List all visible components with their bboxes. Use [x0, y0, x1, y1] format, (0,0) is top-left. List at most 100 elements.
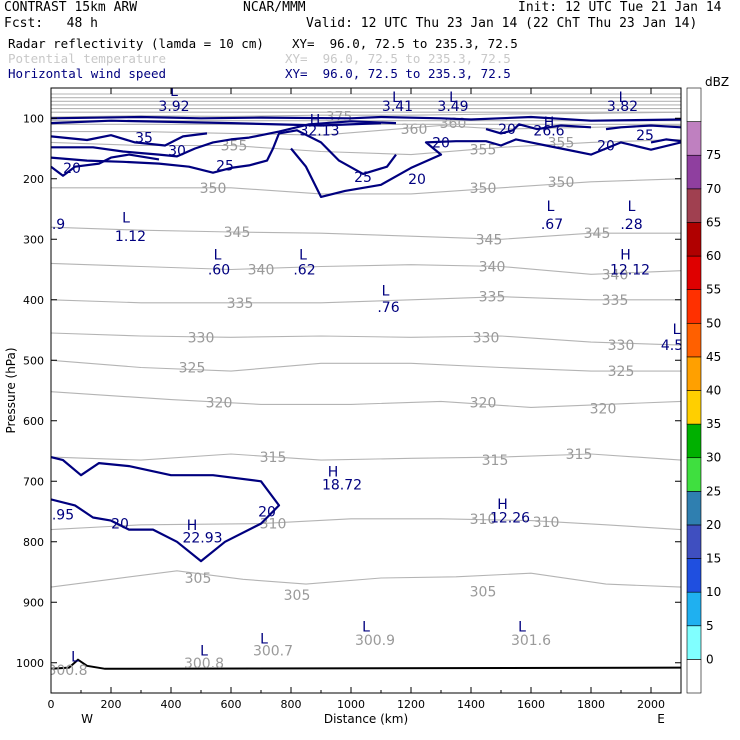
- extremum-label: 300.9: [355, 633, 395, 649]
- x-tick-label: 800: [281, 698, 302, 711]
- theta-contour-label: 330: [608, 338, 635, 354]
- colorbar-label: 40: [706, 384, 721, 398]
- extremum-label: .76: [377, 300, 399, 316]
- extremum-label: L: [547, 199, 555, 215]
- theta-contour: [51, 111, 681, 118]
- colorbar-swatch: [686, 423, 702, 459]
- colorbar-swatch: [686, 188, 702, 223]
- theta-contour-label: 310: [533, 515, 560, 531]
- extremum-label: 300.8: [184, 656, 224, 672]
- wind-contour-label: 25: [636, 128, 654, 144]
- y-tick-label: 900: [23, 596, 44, 609]
- colorbar-swatch: [686, 659, 702, 694]
- x-axis-label: Distance (km): [324, 712, 408, 726]
- y-tick-label: 200: [23, 173, 44, 186]
- terrain-line: [50, 658, 682, 670]
- extremum-label: .62: [293, 263, 315, 279]
- extremum-label: 3.82: [607, 99, 638, 115]
- colorbar-label: 60: [706, 249, 721, 263]
- theta-contour: [51, 570, 681, 588]
- wind-contour: [51, 456, 281, 563]
- x-tick-label: 1200: [397, 698, 425, 711]
- wind-contour-label: 25: [216, 158, 234, 174]
- wind-contour: [51, 119, 382, 127]
- y-tick-label: 1000: [16, 657, 44, 670]
- colorbar-label: 15: [706, 552, 721, 566]
- theta-contour-label: 355: [221, 138, 248, 154]
- theta-contour-label: 350: [470, 181, 497, 197]
- colorbar-label: 20: [706, 518, 721, 532]
- colorbar-label: 25: [706, 484, 721, 498]
- theta-contour-label: 325: [608, 364, 635, 380]
- theta-contour-label: 335: [479, 290, 506, 306]
- theta-contour-label: 355: [470, 143, 497, 159]
- field-reflectivity-name: Radar reflectivity (lamda = 10 cm): [8, 36, 264, 51]
- center-name: NCAR/MMM: [243, 0, 306, 15]
- colorbar-swatch: [686, 255, 702, 290]
- wind-contour: [51, 153, 160, 177]
- theta-contour: [51, 391, 681, 408]
- extremum-label: L: [260, 632, 268, 648]
- theta-contour-label: 330: [473, 330, 500, 346]
- wind-contour-label: 20: [111, 517, 129, 533]
- extremum-label: L: [392, 90, 400, 106]
- y-tick-label: 300: [23, 233, 44, 246]
- extremum-label: .28: [620, 217, 642, 233]
- extremum-label: L: [449, 90, 457, 106]
- wind-contour-label: 20: [258, 505, 276, 521]
- extremum-label: 32.13: [299, 123, 339, 139]
- theta-contour-label: 305: [470, 584, 497, 600]
- theta-contour-label: 320: [470, 396, 497, 412]
- extremum-label: L: [673, 322, 681, 338]
- wind-contour: [51, 132, 208, 147]
- theta-contour-label: 305: [284, 588, 311, 604]
- extremum-label: L: [299, 247, 307, 263]
- colorbar-label: 55: [706, 283, 721, 297]
- theta-contour-label: 360: [401, 122, 428, 138]
- wind-contour: [51, 129, 397, 175]
- theta-contour: [51, 296, 681, 304]
- x-tick-label: 600: [221, 698, 242, 711]
- colorbar-swatch: [686, 625, 702, 660]
- colorbar-swatch: [686, 591, 702, 627]
- wind-contour: [485, 123, 592, 135]
- colorbar-label: 30: [706, 451, 721, 465]
- extremum-label: 12.26: [490, 511, 530, 527]
- extremum-label: H: [497, 497, 508, 513]
- extremum-label: L: [200, 644, 208, 660]
- colorbar-label: 45: [706, 350, 721, 364]
- theta-contour: [51, 226, 681, 240]
- extremum-label: L: [214, 247, 222, 263]
- theta-contour-label: 345: [476, 232, 503, 248]
- extremum-label: L: [170, 84, 178, 100]
- extremum-label: H: [544, 115, 555, 131]
- theta-contour-label: 340: [248, 263, 275, 279]
- colorbar-swatch: [686, 322, 702, 358]
- colorbar-label: 50: [706, 316, 721, 330]
- theta-contour-label: 320: [206, 396, 233, 412]
- field-reflectivity-xy: XY= 96.0, 72.5 to 235.3, 72.5: [292, 36, 518, 51]
- colorbar-label: 0: [706, 652, 714, 666]
- y-tick-label: 500: [23, 354, 44, 367]
- theta-contour-label: 310: [470, 512, 497, 528]
- extremum-label: 301.6: [511, 633, 551, 649]
- extremum-label: 3.49: [437, 99, 468, 115]
- theta-contour: [51, 518, 681, 531]
- wind-contour: [51, 115, 681, 122]
- valid-time: Valid: 12 UTC Thu 23 Jan 14 (22 ChT Thu …: [306, 16, 698, 31]
- extremum-label: L: [71, 650, 79, 666]
- extremum-label: 300.7: [253, 644, 293, 660]
- extremum-label: .95: [52, 508, 74, 524]
- x-tick-label: 200: [101, 698, 122, 711]
- y-tick-label: 100: [23, 112, 44, 125]
- wind-contour-label: 35: [135, 131, 153, 147]
- x-tick-label: 2000: [637, 698, 665, 711]
- colorbar-swatch: [686, 390, 702, 425]
- extremum-label: .60: [208, 263, 230, 279]
- extremum-label: H: [310, 112, 321, 128]
- wind-contour-label: 25: [354, 170, 372, 186]
- wind-contour: [605, 124, 681, 131]
- wind-contour: [290, 138, 681, 198]
- forecast-hour: Fcst: 48 h: [4, 16, 98, 31]
